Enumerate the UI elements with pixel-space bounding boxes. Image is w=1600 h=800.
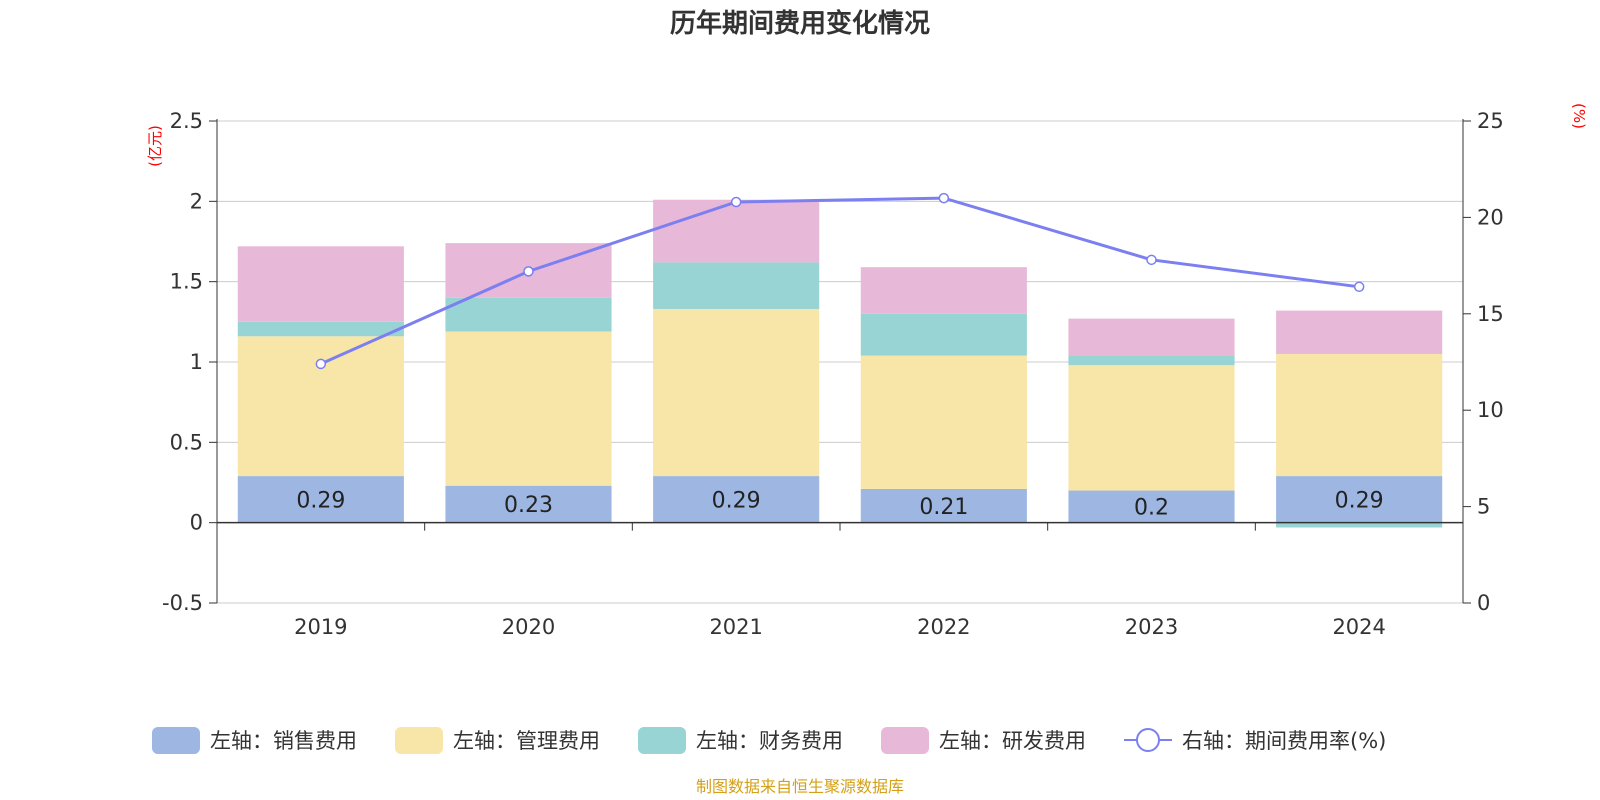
legend-item[interactable]: 右轴：期间费用率(%) — [1124, 728, 1386, 753]
right-axis-tick-label: 25 — [1477, 109, 1504, 133]
chart-title: 历年期间费用变化情况 — [670, 8, 930, 39]
legend-item[interactable]: 左轴：销售费用 — [152, 727, 357, 754]
right-axis-tick-label: 20 — [1477, 205, 1504, 229]
bar-segment — [445, 297, 612, 332]
bar-segment — [445, 485, 612, 523]
rate-line — [315, 192, 1365, 370]
legend-item[interactable]: 左轴：财务费用 — [638, 727, 843, 754]
legend-label: 左轴：财务费用 — [696, 729, 843, 753]
bar-segment — [653, 199, 820, 263]
left-axis-unit: (亿元) — [146, 125, 164, 167]
bar-segment — [1276, 476, 1443, 523]
right-axis-tick-label: 10 — [1477, 398, 1504, 422]
left-axis-tick-label: 0.5 — [170, 430, 203, 454]
bar-segment — [237, 476, 404, 523]
legend-label: 左轴：销售费用 — [210, 729, 357, 753]
left-axis-tick-label: 1.5 — [170, 270, 203, 294]
legend-label: 右轴：期间费用率(%) — [1182, 729, 1386, 753]
right-axis-tick-label: 15 — [1477, 302, 1504, 326]
bar-value-label: 0.29 — [1335, 488, 1384, 513]
legend-swatch — [395, 727, 443, 754]
bar-segment — [1068, 365, 1235, 491]
bar-value-label: 0.29 — [296, 488, 345, 513]
left-axis-tick-label: 2.5 — [170, 109, 203, 133]
x-axis-tick-label: 2024 — [1332, 615, 1385, 639]
bar-segment — [653, 476, 820, 523]
legend-swatch — [152, 727, 200, 754]
left-axis-tick-label: -0.5 — [162, 591, 203, 615]
bar-segment — [1276, 522, 1443, 528]
axes: -0.5 0 0.5 1 1.5 2 2.5 0 5 10 15 20 25 2019 2020 2021 20… — [162, 109, 1504, 639]
legend-label: 左轴：管理费用 — [453, 729, 600, 753]
bar-segment — [860, 313, 1027, 356]
left-axis-tick-label: 2 — [190, 189, 203, 213]
bar-segment — [653, 308, 820, 477]
bar-segment — [237, 336, 404, 477]
bar-segment — [1068, 318, 1235, 356]
rate-line-point — [523, 266, 534, 277]
bar-segment — [237, 321, 404, 337]
source-note: 制图数据来自恒生聚源数据库 — [696, 777, 904, 796]
bar-value-label: 0.29 — [712, 488, 761, 513]
rate-line-point — [1353, 281, 1365, 293]
bar-segment — [860, 355, 1027, 489]
right-axis-unit: (%) — [1570, 103, 1588, 129]
rate-line-point — [938, 192, 950, 204]
bar-labels: 0.29 0.23 0.29 0.21 0.2 0.29 — [296, 488, 1383, 520]
bar-segment — [1068, 355, 1235, 366]
legend-item[interactable]: 左轴：管理费用 — [395, 727, 600, 754]
bar-segment — [860, 488, 1027, 523]
right-axis-tick-label: 0 — [1477, 591, 1490, 615]
legend-marker — [1136, 728, 1160, 752]
bar-segment — [1068, 490, 1235, 523]
bars — [237, 199, 1443, 528]
bar-segment — [1276, 353, 1443, 477]
legend-swatch — [881, 727, 929, 754]
legend-label: 左轴：研发费用 — [939, 729, 1086, 753]
rate-line-point — [315, 358, 327, 370]
legend-item[interactable]: 左轴：研发费用 — [881, 727, 1086, 754]
rate-line-path — [320, 196, 1360, 366]
x-axis-tick-label: 2019 — [294, 615, 347, 639]
legend-swatch — [638, 727, 686, 754]
left-axis-tick-label: 0 — [190, 511, 203, 535]
bar-value-label: 0.21 — [919, 495, 968, 520]
rate-line-point — [1146, 254, 1157, 266]
rate-line-point — [730, 196, 742, 208]
right-axis-tick-label: 5 — [1477, 495, 1490, 519]
bar-value-label: 0.23 — [504, 493, 553, 518]
bar-segment — [237, 246, 404, 322]
bar-segment — [860, 267, 1027, 314]
bar-value-label: 0.2 — [1134, 496, 1169, 521]
left-axis-tick-label: 1 — [190, 350, 203, 374]
x-axis-tick-label: 2022 — [917, 615, 970, 639]
x-axis-tick-label: 2021 — [709, 615, 762, 639]
legend[interactable]: 左轴：销售费用 左轴：管理费用 左轴：财务费用 左轴：研发费用 右轴：期间费用率(%) — [152, 727, 1386, 754]
bar-segment — [445, 331, 612, 486]
bar-segment — [653, 262, 820, 309]
x-axis-tick-label: 2023 — [1125, 615, 1178, 639]
x-axis-tick-label: 2020 — [502, 615, 555, 639]
bar-segment — [1276, 310, 1443, 354]
